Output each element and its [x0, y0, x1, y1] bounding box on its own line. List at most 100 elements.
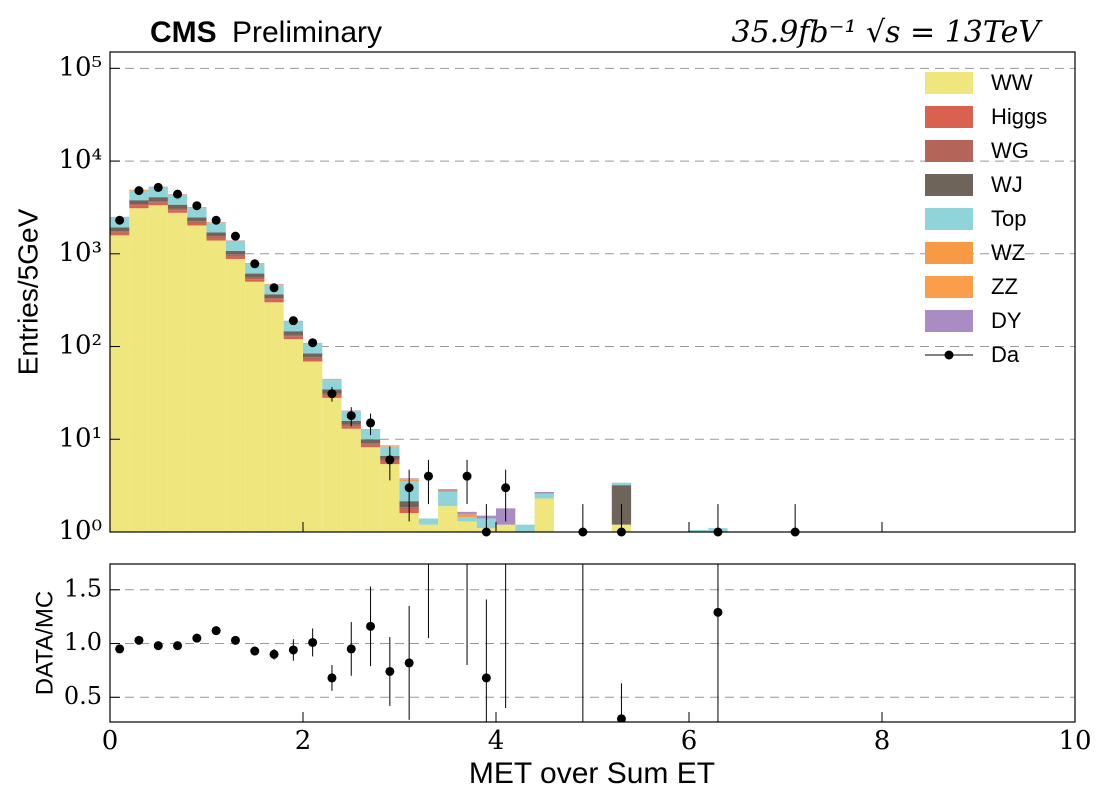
bar-segment	[438, 491, 458, 507]
legend-label: WZ	[991, 240, 1025, 265]
ratio-point	[385, 666, 395, 676]
ratio-point	[173, 641, 183, 651]
legend-swatch	[925, 310, 973, 332]
bar-segment	[496, 524, 516, 532]
cms-label: CMS	[150, 16, 217, 49]
bar-segment	[245, 281, 265, 532]
bar-segment	[225, 250, 246, 255]
bar-segment	[303, 357, 323, 359]
ratio-point	[616, 714, 626, 722]
data-point	[308, 338, 318, 348]
bar-segment	[418, 524, 439, 532]
ratio-point	[578, 424, 587, 433]
bar-segment	[187, 225, 207, 532]
bar-segment	[148, 187, 168, 198]
bar-segment	[283, 336, 303, 340]
bar-segment	[611, 482, 632, 486]
bar-segment	[148, 200, 168, 203]
bar-segment	[225, 241, 246, 251]
bar-segment	[167, 204, 188, 209]
bar-segment	[206, 223, 226, 233]
bar-segment	[206, 236, 226, 239]
bar-segment	[264, 298, 284, 300]
y-tick-label: 1.0	[64, 628, 102, 656]
ratio-frame	[109, 563, 1076, 723]
x-tick-label: 10	[1058, 726, 1091, 756]
ratio-point	[481, 673, 491, 683]
y-tick-label: 10⁴	[58, 145, 102, 175]
bar-segment	[418, 518, 439, 525]
bar-segment	[515, 524, 535, 532]
bar-segment	[148, 197, 168, 201]
legend-label: WJ	[991, 172, 1023, 197]
data-point	[327, 389, 337, 399]
x-axis-label: MET over Sum ET	[469, 757, 715, 790]
bar-segment	[457, 517, 477, 522]
bar-segment	[225, 258, 246, 532]
ratio-point	[308, 637, 318, 647]
bar-segment	[129, 190, 149, 201]
y-tick-label: 10⁰	[58, 516, 102, 546]
bar-segment	[225, 254, 246, 257]
main-plot	[110, 67, 1075, 532]
ratio-point	[269, 649, 279, 659]
overlay: 10⁰ 10¹ 10² 10³ 10⁴ 10⁵ WW Higgs WG WJ Top WZ ZZ DY Da…	[58, 52, 1091, 756]
lumi-label: 35.9fb⁻¹ √s = 13TeV	[732, 15, 1044, 50]
bar-segment	[534, 493, 554, 499]
bar-segment	[303, 361, 323, 532]
bar-segment	[110, 232, 130, 236]
ratio-point	[327, 673, 337, 683]
bar-segment	[148, 205, 168, 532]
bar-segment	[399, 513, 419, 532]
y-tick-label: 10⁵	[58, 52, 102, 82]
data-point	[269, 283, 279, 293]
ratio-plot	[110, 424, 1075, 722]
data-point	[153, 182, 163, 192]
data-point	[366, 418, 376, 428]
ratio-point	[404, 658, 414, 668]
bar-segment	[187, 208, 207, 218]
data-point	[230, 231, 240, 241]
bar-segment	[225, 256, 246, 259]
bar-segment	[438, 490, 458, 492]
legend-label: Da	[991, 342, 1020, 367]
x-tick-label: 4	[488, 726, 505, 756]
bar-segment	[110, 235, 130, 532]
bar-segment	[438, 489, 458, 491]
bar-segment	[303, 344, 323, 354]
bar-segment	[380, 464, 400, 532]
bar-segment	[129, 204, 149, 206]
bar-segment	[303, 358, 323, 362]
bar-segment	[245, 264, 265, 274]
bar-segment	[187, 223, 207, 226]
data-point	[423, 471, 433, 481]
ratio-point	[211, 626, 221, 636]
bar-segment	[341, 428, 361, 532]
legend-swatch	[925, 242, 973, 264]
ratio-point	[134, 635, 144, 645]
x-tick-label: 2	[295, 726, 312, 756]
ratio-point	[288, 645, 298, 655]
bar-segment	[206, 232, 226, 237]
bar-segment	[360, 443, 381, 445]
ratio-point	[713, 607, 723, 617]
ratio-point	[192, 633, 202, 643]
bar-segment	[206, 240, 226, 532]
bar-segment	[110, 227, 130, 232]
data-point	[501, 483, 511, 493]
y-tick-label: 0.5	[64, 682, 102, 710]
x-tick-label: 0	[102, 726, 119, 756]
ratio-point	[115, 644, 125, 654]
ratio-point	[250, 646, 260, 656]
bar-segment	[322, 397, 342, 532]
bar-segment	[206, 238, 226, 241]
bar-segment	[129, 208, 149, 532]
bar-segment	[283, 331, 303, 335]
y-tick-label: 10²	[58, 331, 102, 361]
bar-segment	[689, 530, 709, 532]
data-point	[385, 455, 395, 465]
legend-label: DY	[991, 308, 1022, 333]
bar-segment	[283, 339, 303, 532]
bar-segment	[167, 210, 188, 213]
